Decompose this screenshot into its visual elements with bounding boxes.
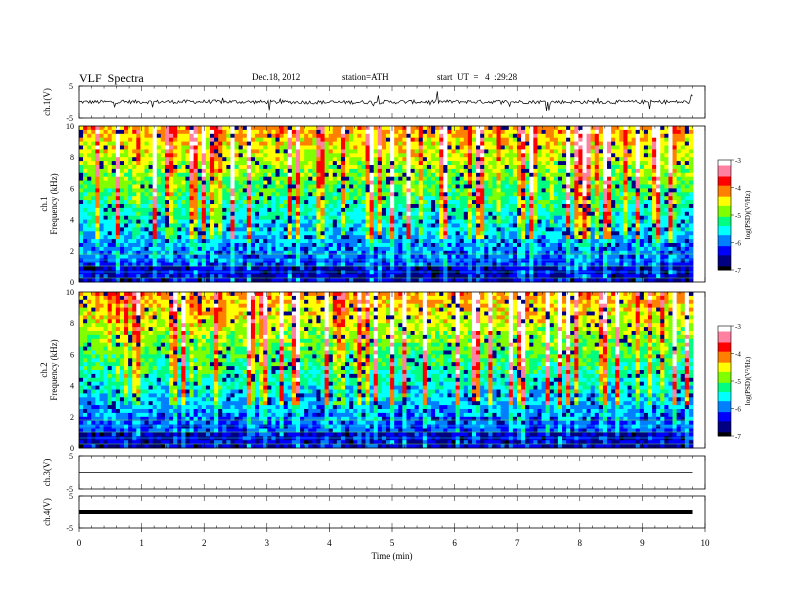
ch1-waveform-ylabel: ch.1(V) — [42, 88, 52, 116]
ch4-waveform-ytick-1: -5 — [66, 524, 73, 533]
ch2-spectrogram-ylabel-1: Frequency (kHz) — [49, 339, 59, 400]
ch2-spectrogram-ytick-4: 8 — [70, 319, 74, 328]
x-tick-0: 0 — [77, 538, 82, 548]
ch3-waveform-ytick-0: 5 — [69, 452, 73, 461]
ch2-spectrogram-ytick-2: 4 — [70, 382, 74, 391]
ch1-spectrogram-ylabel: ch.1 — [39, 196, 49, 211]
ch3-waveform-ylabel: ch.3(V) — [42, 459, 52, 487]
x-tick-8: 8 — [578, 538, 583, 548]
ch1-spectrogram-ytick-5: 10 — [66, 122, 74, 131]
ch1-waveform-ytick-1: -5 — [66, 114, 73, 123]
ch1-spectrogram-cbar-tick-4: -7 — [735, 267, 741, 275]
date-label: Dec.18, 2012 — [252, 72, 301, 82]
ch1-waveform-ytick-0: 5 — [69, 82, 73, 91]
x-tick-1: 1 — [139, 538, 144, 548]
x-tick-4: 4 — [327, 538, 332, 548]
x-tick-10: 10 — [701, 538, 711, 548]
ch1-spectrogram-ytick-4: 8 — [70, 153, 74, 162]
ch1-waveform-trace — [78, 91, 693, 112]
x-tick-6: 6 — [452, 538, 457, 548]
ch2-spectrogram-ytick-1: 2 — [70, 413, 74, 422]
x-tick-3: 3 — [265, 538, 270, 548]
ch2-spectrogram-cbar-tick-0: -3 — [735, 323, 741, 331]
ch2-spectrogram-cbar-tick-4: -7 — [735, 433, 741, 441]
ch3-waveform-ytick-1: -5 — [66, 485, 73, 494]
ch2-spectrogram-ytick-3: 6 — [70, 350, 74, 359]
ch4-waveform-ylabel: ch.4(V) — [42, 498, 52, 526]
ch2-spectrogram-cbar-tick-2: -5 — [735, 378, 741, 386]
ch1-spectrogram-cbar-tick-3: -6 — [735, 240, 741, 248]
ch2-spectrogram-cbar-tick-3: -6 — [735, 406, 741, 414]
ch4-waveform-ytick-0: 5 — [69, 492, 73, 501]
ch2-spectrogram-colorbar — [717, 325, 732, 437]
ch2-spectrogram-image — [79, 292, 694, 449]
x-tick-9: 9 — [640, 538, 645, 548]
start-ut-label: start UT = 4 :29:28 — [437, 72, 518, 82]
ch2-spectrogram-ytick-5: 10 — [66, 288, 74, 297]
ch1-spectrogram-cbar-tick-0: -3 — [735, 157, 741, 165]
ch2-spectrogram-cbar-tick-1: -4 — [735, 351, 741, 359]
ch1-spectrogram-ytick-2: 4 — [70, 216, 74, 225]
ch1-spectrogram-ytick-3: 6 — [70, 184, 74, 193]
ch2-spectrogram-cbar-label: log(PSD)(V²/Hz) — [744, 356, 752, 405]
x-tick-5: 5 — [390, 538, 395, 548]
ch1-spectrogram-image — [79, 126, 694, 283]
ch1-spectrogram-ytick-0: 0 — [70, 278, 74, 287]
station-label: station=ATH — [342, 72, 389, 82]
x-tick-7: 7 — [515, 538, 520, 548]
ch2-spectrogram-ytick-0: 0 — [70, 444, 74, 453]
ch1-spectrogram-ytick-1: 2 — [70, 247, 74, 256]
x-tick-2: 2 — [202, 538, 207, 548]
ch2-spectrogram-ylabel: ch.2 — [39, 362, 49, 377]
ch1-spectrogram-cbar-label: log(PSD)(V²/Hz) — [744, 190, 752, 239]
x-axis-label: Time (min) — [372, 551, 413, 561]
ch1-spectrogram-cbar-tick-2: -5 — [735, 212, 741, 220]
ch1-spectrogram-cbar-tick-1: -4 — [735, 185, 741, 193]
ch1-spectrogram-ylabel-1: Frequency (kHz) — [49, 173, 59, 234]
figure-title: VLF Spectra — [79, 71, 144, 85]
ch1-spectrogram-colorbar — [717, 159, 732, 271]
